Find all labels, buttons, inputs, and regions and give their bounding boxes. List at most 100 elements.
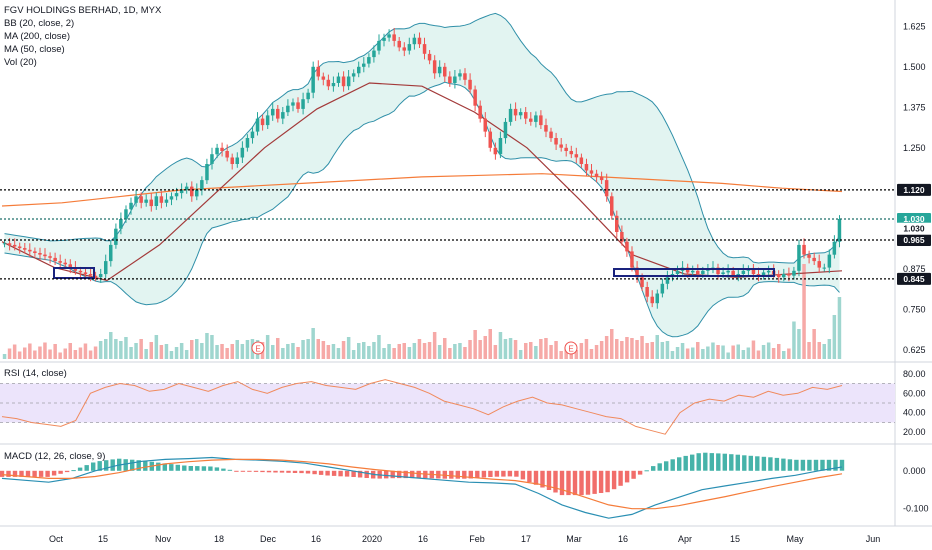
volume-bar [630, 338, 634, 359]
macd-histogram-bar [97, 461, 102, 471]
macd-histogram-bar [123, 459, 128, 471]
macd-histogram-bar [410, 470, 415, 479]
volume-bar [382, 348, 386, 359]
volume-bar [230, 344, 234, 359]
earnings-marker: E [251, 341, 265, 355]
volume-bar [645, 343, 649, 359]
volume-bar [98, 341, 103, 359]
date-tick: Feb [469, 534, 485, 544]
legend-ma50: MA (50, close) [4, 44, 65, 55]
candle [579, 153, 584, 168]
last-price-badge: 1.030 [897, 222, 931, 235]
macd-histogram-bar [462, 470, 467, 479]
candle [331, 76, 336, 92]
candle [63, 258, 67, 269]
date-tick: Mar [566, 534, 582, 544]
volume-bar [802, 264, 806, 359]
candle [544, 118, 548, 138]
macd-histogram-bar [318, 470, 324, 475]
volume-bar [746, 347, 751, 359]
volume-bar [134, 343, 138, 359]
candle [301, 92, 305, 115]
volume-bar [837, 297, 842, 359]
volume-bar [822, 344, 826, 359]
volume-bar [271, 345, 275, 359]
volume-bar [610, 329, 614, 359]
macd-histogram-bar [813, 459, 819, 471]
macd-histogram-bar [677, 457, 682, 471]
volume-bar [2, 354, 7, 359]
candle [98, 268, 103, 283]
volume-bar [17, 351, 22, 359]
candle [326, 74, 331, 91]
volume-bar [787, 348, 791, 359]
volume-bar [38, 346, 42, 359]
level-badge: 0.845 [897, 272, 931, 285]
macd-histogram-bar [475, 470, 480, 478]
macd-histogram-bar [683, 455, 688, 471]
macd-histogram-bar [644, 470, 649, 472]
candle [559, 138, 563, 152]
volume-bar [402, 343, 406, 359]
macd-histogram-bar [45, 470, 50, 477]
price-tick: 0.875 [903, 264, 926, 274]
candle [655, 289, 659, 309]
macd-histogram-bar [344, 470, 350, 477]
macd-histogram-bar [71, 470, 76, 472]
macd-histogram-bar [110, 459, 115, 471]
macd-histogram-bar [781, 458, 786, 471]
volume-bar [771, 348, 776, 359]
candle [792, 266, 796, 280]
volume-bar [417, 339, 422, 359]
macd-histogram-bar [755, 456, 760, 471]
volume-bar [716, 345, 720, 359]
candle [397, 37, 401, 52]
macd-histogram-bar [91, 462, 96, 471]
macd-histogram-bar [338, 470, 343, 477]
candle [245, 134, 250, 152]
volume-bar [164, 344, 169, 359]
macd-histogram-bar [305, 470, 311, 474]
macd-histogram-bar [527, 470, 532, 483]
candle [650, 290, 654, 308]
macd-histogram-bar [227, 469, 233, 471]
macd-histogram-bar [455, 470, 460, 479]
candle [321, 72, 326, 86]
macd-histogram-bar [299, 470, 304, 474]
level-label: 0.845 [903, 274, 925, 284]
volume-bar [711, 342, 715, 359]
macd-histogram-bar [364, 470, 369, 478]
candle [164, 193, 169, 207]
volume-bar [827, 339, 832, 359]
candle [311, 61, 315, 99]
candle [271, 102, 275, 121]
macd-histogram-bar [651, 466, 656, 471]
volume-bar [761, 345, 766, 359]
candle [594, 169, 599, 183]
date-tick: Nov [155, 534, 172, 544]
macd-histogram-bar [221, 468, 226, 471]
macd-histogram-bar [514, 470, 519, 477]
candle [260, 114, 265, 131]
candle [12, 238, 17, 251]
macd-histogram-bar [729, 454, 734, 471]
volume-bar [321, 341, 326, 359]
level-badge: 1.030 [897, 213, 931, 225]
macd-histogram-bar [598, 470, 604, 493]
volume-bar [306, 339, 310, 359]
candle [387, 29, 391, 42]
level-label: 1.120 [903, 185, 925, 195]
macd-histogram-bar [162, 463, 167, 471]
macd-histogram-bar [820, 459, 825, 471]
candle [498, 131, 503, 159]
candle [564, 143, 568, 157]
candle [625, 237, 629, 257]
candle [53, 252, 57, 265]
volume-bar [559, 351, 563, 359]
macd-histogram-bar [240, 470, 246, 472]
candle [154, 192, 159, 210]
volume-bar [792, 321, 796, 359]
candle [483, 112, 487, 138]
bb-lower-line [4, 81, 840, 338]
